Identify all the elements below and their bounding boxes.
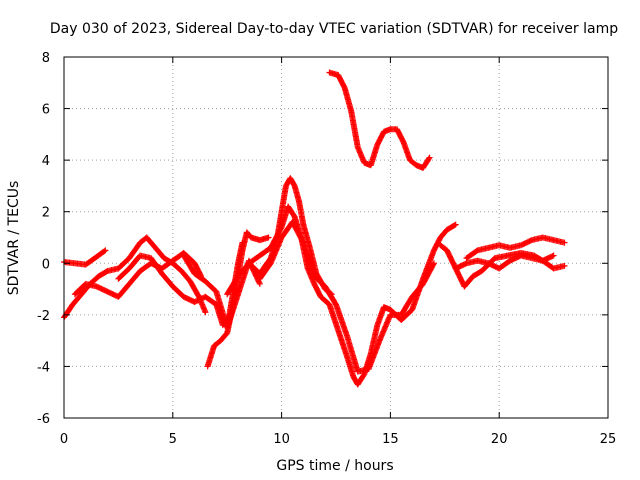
- y-tick-label: 6: [42, 103, 50, 118]
- x-tick-label: 25: [600, 432, 617, 447]
- data-point: [202, 309, 209, 316]
- series-track-9: [256, 219, 437, 375]
- data-point: [430, 260, 437, 267]
- y-tick-label: 0: [42, 257, 50, 272]
- x-tick-label: 0: [60, 432, 68, 447]
- data-point: [550, 252, 557, 259]
- plot-frame: [63, 56, 609, 419]
- x-tick-label: 10: [273, 432, 290, 447]
- x-tick-label: 15: [382, 432, 399, 447]
- axis-ticks: 0 5 10 15 20 25 -6 -4 -2 0 2 4 6 8: [37, 51, 616, 447]
- data-point: [561, 262, 568, 269]
- data-points: [61, 69, 568, 388]
- y-tick-label: -4: [37, 360, 50, 375]
- data-point: [452, 221, 459, 228]
- data-point: [256, 280, 263, 287]
- y-tick-label: 2: [42, 206, 50, 221]
- data-point: [430, 261, 437, 268]
- data-point: [101, 248, 108, 255]
- y-tick-label: -2: [37, 309, 50, 324]
- data-point: [426, 154, 433, 161]
- series-track-13: [452, 252, 557, 272]
- x-tick-label: 5: [169, 432, 177, 447]
- series-track-10: [326, 69, 433, 171]
- x-axis-label: GPS time / hours: [276, 458, 393, 474]
- x-tick-label: 20: [491, 432, 508, 447]
- series-track-3: [71, 249, 205, 300]
- data-point: [102, 247, 109, 254]
- y-tick-label: 4: [42, 154, 50, 169]
- data-point: [425, 155, 432, 162]
- data-point: [451, 222, 458, 229]
- y-tick-label: 8: [42, 51, 50, 66]
- y-axis-label: SDTVAR / TECUs: [6, 181, 22, 296]
- data-point: [265, 234, 272, 241]
- data-point: [561, 239, 568, 246]
- series-track-12: [463, 234, 568, 262]
- series-track-1: [61, 247, 109, 268]
- chart-title: Day 030 of 2023, Sidereal Day-to-day VTE…: [50, 21, 618, 37]
- y-tick-label: -6: [37, 412, 50, 427]
